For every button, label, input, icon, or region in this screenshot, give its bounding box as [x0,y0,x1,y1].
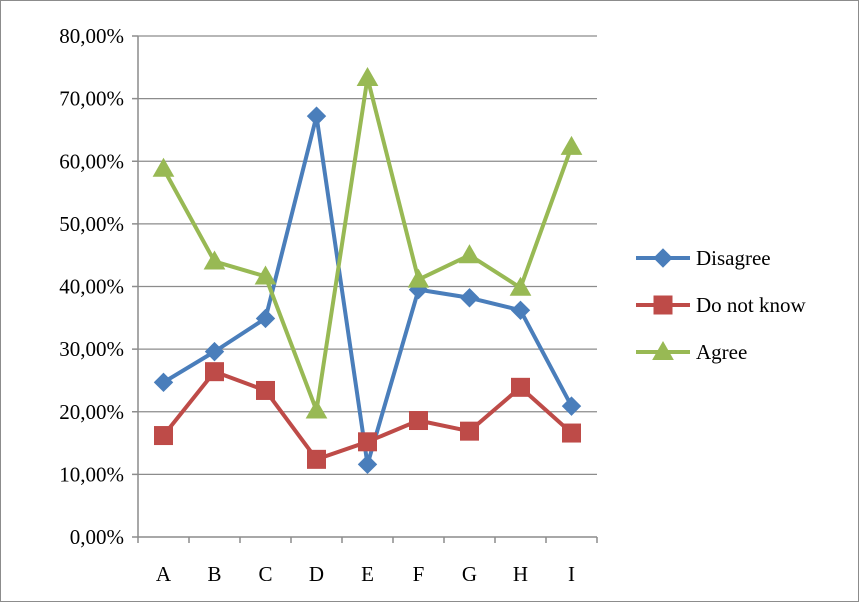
data-point-diamond [510,300,531,321]
series-agree [152,66,583,419]
data-point-triangle [254,265,277,285]
series-line [161,75,574,413]
y-tick-label: 30,00% [59,337,124,361]
data-point-square [256,380,275,400]
legend-label: Disagree [696,246,771,270]
data-point-triangle [560,135,583,155]
legend-entry: Do not know [636,293,807,317]
y-tick-label: 70,00% [59,87,124,111]
data-point-triangle [407,268,430,288]
y-tick-label: 50,00% [59,212,124,236]
x-tick-label: G [462,562,477,586]
data-point-triangle [458,244,481,264]
x-tick-label: C [258,562,272,586]
legend-entry: Disagree [636,246,771,270]
x-tick-label: I [568,562,575,586]
series-do-not-know [154,362,581,469]
data-point-triangle [203,250,226,270]
legend: Disagree Do not know Agree [636,246,807,364]
y-tick-label: 60,00% [59,149,124,173]
data-point-square [460,421,479,441]
y-tick-label: 80,00% [59,24,124,48]
data-point-triangle [305,399,328,419]
x-tick-label: A [156,562,172,586]
data-point-square [409,411,428,431]
data-point-square [307,449,326,469]
data-point-triangle [152,157,175,177]
legend-entry: Agree [636,340,747,364]
y-tick-label: 10,00% [59,462,124,486]
data-point-triangle [509,276,532,296]
data-point-square [205,362,224,382]
x-tick-label: E [361,562,374,586]
legend-label: Do not know [696,293,807,317]
legend-marker [653,295,673,315]
data-point-diamond [561,396,582,416]
x-tick-label: B [207,562,221,586]
data-point-square [562,423,581,443]
data-point-diamond [255,308,276,329]
y-axis-ticks: 0,00% 10,00% 20,00% 30,00% 40,00% 50,00% 60,00… [59,24,124,549]
data-point-square [511,377,530,397]
legend-label: Agree [696,340,747,364]
x-tick-label: H [513,562,528,586]
data-point-diamond [306,106,327,126]
data-point-diamond [204,341,225,362]
data-point-triangle [356,66,379,86]
data-point-diamond [459,288,480,308]
data-point-square [358,432,377,452]
legend-marker [652,340,674,360]
axes [132,35,598,543]
legend-marker [653,248,673,268]
series-disagree [153,106,582,475]
data-point-diamond [153,372,174,393]
series [152,66,583,475]
y-tick-label: 0,00% [70,525,124,549]
y-tick-label: 20,00% [59,400,124,424]
y-tick-label: 40,00% [59,275,124,299]
data-point-diamond [357,454,378,475]
gridlines [138,35,597,476]
x-tick-label: F [413,562,425,586]
x-tick-label: D [309,562,324,586]
x-axis-ticks: A B C D E F G H I [156,562,575,586]
data-point-square [154,426,173,446]
